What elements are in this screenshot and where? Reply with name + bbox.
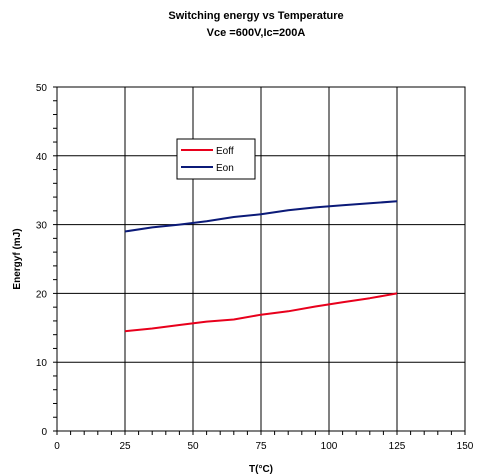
y-tick-label: 20 [36,289,48,300]
series-line-eoff [124,292,398,333]
y-tick-label: 40 [36,152,48,163]
x-axis-label: T(°C) [249,464,273,474]
y-ticks: 0 10 20 30 40 50 [36,83,57,438]
series-line-eon [124,200,398,233]
series-lines [124,200,398,333]
x-tick-label: 150 [457,441,474,452]
x-ticks: 0 25 50 75 100 125 150 [54,431,474,452]
y-axis-label: Energyf (mJ) [12,228,23,289]
legend: Eoff Eon [176,138,256,180]
chart-title: Switching energy vs Temperature [168,10,343,22]
y-tick-label: 0 [41,427,47,438]
x-tick-label: 100 [321,441,338,452]
legend-box [176,138,256,180]
legend-label-eoff: Eoff [216,146,234,157]
y-tick-label: 30 [36,221,48,232]
x-tick-label: 0 [54,441,60,452]
x-tick-label: 25 [119,441,131,452]
y-tick-label: 50 [36,83,48,94]
x-tick-label: 125 [389,441,406,452]
grid [57,87,465,431]
legend-label-eon: Eon [216,163,234,174]
chart-subtitle: Vce =600V,Ic=200A [207,27,306,39]
y-tick-label: 10 [36,358,48,369]
x-tick-label: 50 [187,441,199,452]
x-tick-label: 75 [255,441,267,452]
